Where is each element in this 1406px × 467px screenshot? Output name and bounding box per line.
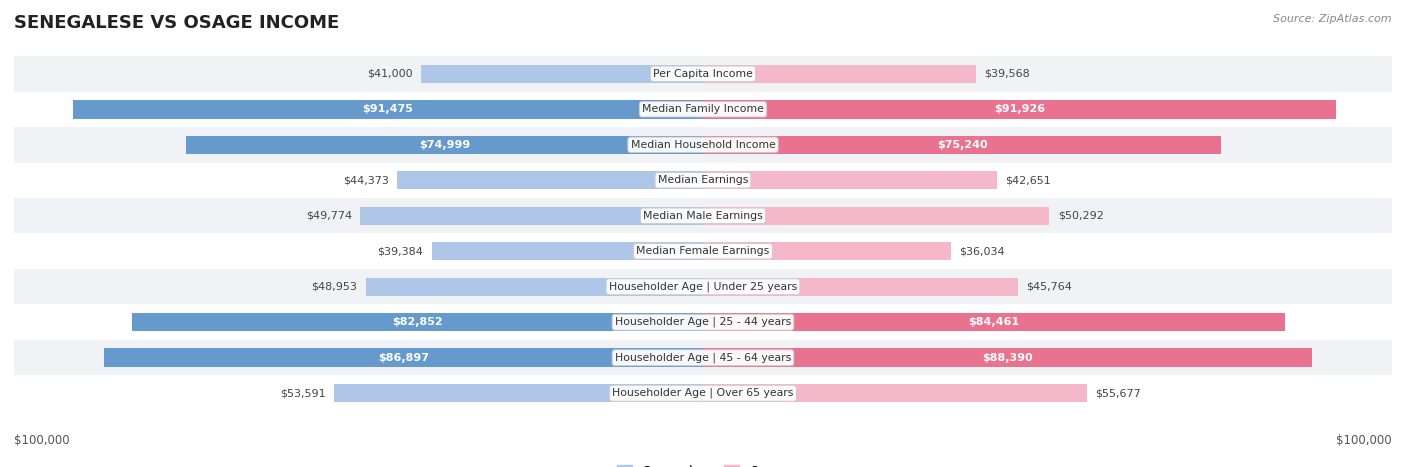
Bar (14, 304, 1392, 340)
Text: $82,852: $82,852 (392, 317, 443, 327)
Text: SENEGALESE VS OSAGE INCOME: SENEGALESE VS OSAGE INCOME (14, 14, 339, 32)
Legend: Senegalese, Osage: Senegalese, Osage (612, 460, 794, 467)
Text: Source: ZipAtlas.com: Source: ZipAtlas.com (1274, 14, 1392, 24)
Bar (360, 206, 703, 225)
Text: $42,651: $42,651 (1005, 175, 1050, 185)
Text: Median Female Earnings: Median Female Earnings (637, 246, 769, 256)
Text: $55,677: $55,677 (1095, 388, 1140, 398)
Text: $39,568: $39,568 (984, 69, 1029, 79)
Bar (104, 348, 703, 367)
Text: Householder Age | Over 65 years: Householder Age | Over 65 years (612, 388, 794, 398)
Text: Median Family Income: Median Family Income (643, 104, 763, 114)
Text: $91,926: $91,926 (994, 104, 1045, 114)
Text: $48,953: $48,953 (312, 282, 357, 292)
Bar (703, 206, 1049, 225)
Bar (703, 348, 1312, 367)
Text: $88,390: $88,390 (983, 353, 1033, 363)
Text: Per Capita Income: Per Capita Income (652, 69, 754, 79)
Bar (14, 56, 1392, 92)
Bar (703, 384, 1087, 403)
Bar (333, 384, 703, 403)
Bar (703, 135, 1222, 154)
Bar (14, 198, 1392, 234)
Text: $41,000: $41,000 (367, 69, 412, 79)
Bar (187, 135, 703, 154)
Text: $75,240: $75,240 (936, 140, 987, 150)
Bar (398, 171, 703, 190)
Text: $53,591: $53,591 (280, 388, 326, 398)
Text: $74,999: $74,999 (419, 140, 470, 150)
Bar (14, 340, 1392, 375)
Text: Householder Age | 45 - 64 years: Householder Age | 45 - 64 years (614, 353, 792, 363)
Bar (703, 100, 1336, 119)
Text: $44,373: $44,373 (343, 175, 389, 185)
Text: $49,774: $49,774 (305, 211, 352, 221)
Text: $100,000: $100,000 (1336, 434, 1392, 447)
Text: $100,000: $100,000 (14, 434, 70, 447)
Bar (73, 100, 703, 119)
Text: $45,764: $45,764 (1026, 282, 1073, 292)
Bar (703, 277, 1018, 296)
Text: $39,384: $39,384 (378, 246, 423, 256)
Bar (14, 375, 1392, 411)
Bar (703, 242, 952, 261)
Bar (14, 234, 1392, 269)
Text: Median Household Income: Median Household Income (630, 140, 776, 150)
Text: $50,292: $50,292 (1057, 211, 1104, 221)
Text: Householder Age | 25 - 44 years: Householder Age | 25 - 44 years (614, 317, 792, 327)
Bar (14, 269, 1392, 304)
Text: $91,475: $91,475 (363, 104, 413, 114)
Text: Median Earnings: Median Earnings (658, 175, 748, 185)
Bar (703, 64, 976, 83)
Text: $84,461: $84,461 (969, 317, 1019, 327)
Bar (703, 313, 1285, 332)
Bar (132, 313, 703, 332)
Text: Median Male Earnings: Median Male Earnings (643, 211, 763, 221)
Bar (432, 242, 703, 261)
Bar (14, 163, 1392, 198)
Bar (366, 277, 703, 296)
Bar (703, 171, 997, 190)
Text: $36,034: $36,034 (959, 246, 1005, 256)
Text: Householder Age | Under 25 years: Householder Age | Under 25 years (609, 282, 797, 292)
Text: $86,897: $86,897 (378, 353, 429, 363)
Bar (14, 127, 1392, 163)
Bar (420, 64, 703, 83)
Bar (14, 92, 1392, 127)
